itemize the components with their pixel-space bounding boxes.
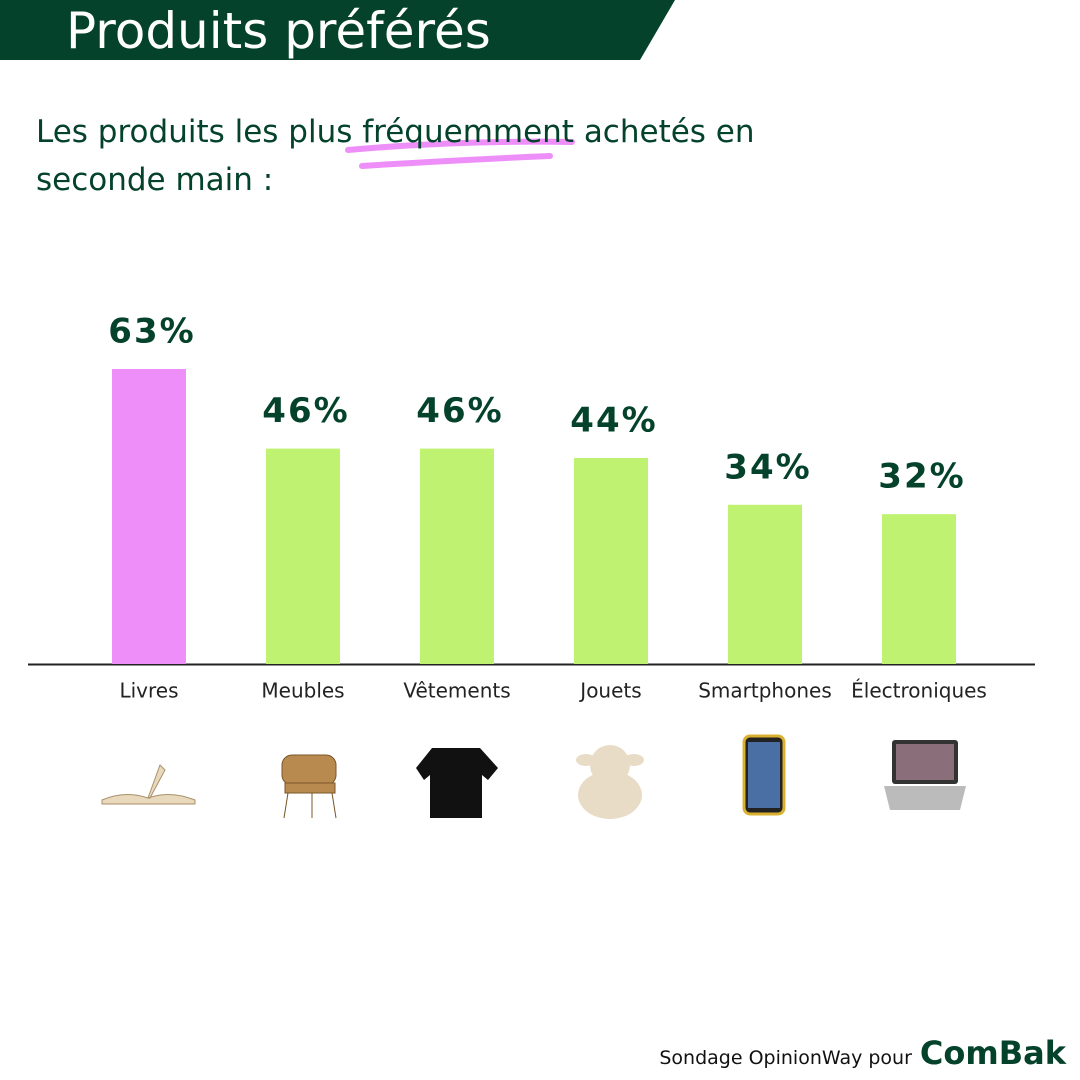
value-label: 63% xyxy=(108,312,195,352)
footer: Sondage OpinionWay pour ComBak xyxy=(659,1034,1066,1072)
x-tick-label: Smartphones xyxy=(698,679,832,703)
bar xyxy=(728,504,802,664)
title-banner xyxy=(0,0,675,60)
chart-title: Produits préférés xyxy=(66,2,491,60)
value-label: 34% xyxy=(724,447,811,487)
bar xyxy=(420,448,494,664)
value-label: 44% xyxy=(570,400,657,440)
bar xyxy=(112,369,186,664)
highlight xyxy=(345,138,575,153)
subtitle: Les produits les plus fréquemment acheté… xyxy=(36,114,755,198)
source: Sondage OpinionWay pour xyxy=(659,1047,912,1069)
value-label: 32% xyxy=(878,457,965,497)
bar xyxy=(266,448,340,664)
icons xyxy=(101,734,966,819)
bar xyxy=(882,514,956,664)
x-tick-label: Électroniques xyxy=(851,679,987,703)
brand-logo: ComBak xyxy=(919,1034,1066,1072)
x-tick-label: Meubles xyxy=(261,679,344,703)
x-tick-label: Vêtements xyxy=(403,679,510,703)
value-label: 46% xyxy=(416,391,503,431)
bar xyxy=(574,457,648,664)
value-label: 46% xyxy=(262,391,349,431)
highlight xyxy=(359,153,553,169)
x-tick-label: Jouets xyxy=(578,679,641,703)
x-tick-label: Livres xyxy=(119,679,178,703)
